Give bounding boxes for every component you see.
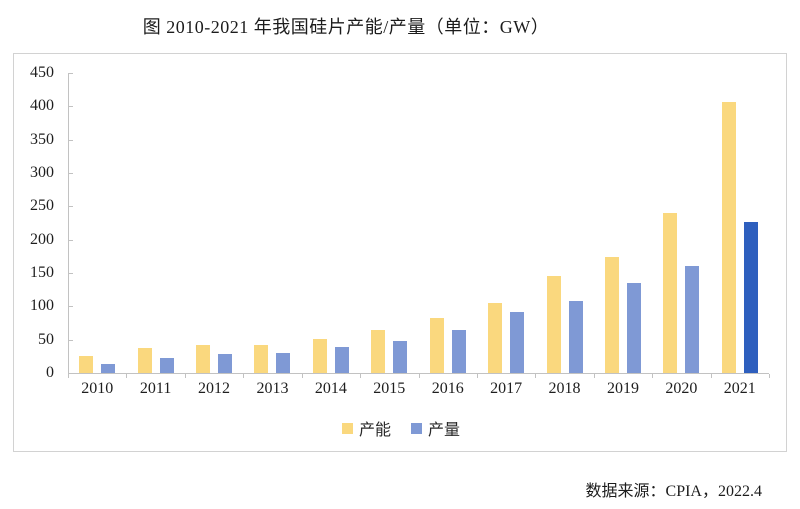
x-axis-tick-label: 2014 — [314, 380, 347, 397]
y-axis-tick-label: 300 — [30, 164, 54, 181]
bar-output-2015 — [393, 341, 408, 373]
bar-output-2012 — [218, 354, 233, 373]
y-axis-tick-label: 50 — [38, 330, 54, 348]
chart-frame: 0 50 100 150 200 250 300 350 400 450 2010 2011 2012 2… — [13, 53, 787, 452]
data-source-note: 数据来源：CPIA，2022.4 — [585, 483, 762, 500]
bar-output-2013 — [276, 353, 291, 373]
bar-capacity-2020 — [663, 213, 678, 373]
x-axis-tick-label: 2010 — [81, 380, 114, 397]
x-axis-tick — [710, 374, 712, 378]
x-axis-tick-label: 2021 — [723, 380, 756, 397]
x-axis-tick — [593, 374, 595, 378]
x-axis-tick-label: 2015 — [373, 380, 406, 397]
y-axis-tick — [68, 173, 73, 174]
bar-capacity-2011 — [137, 348, 152, 373]
bar-capacity-2017 — [488, 303, 503, 373]
y-axis-tick — [68, 206, 73, 208]
legend-label-output: 产量 — [428, 422, 461, 439]
bar-capacity-2018 — [546, 275, 561, 373]
bar-output-2014 — [334, 347, 349, 373]
x-axis-tick — [652, 374, 654, 378]
y-axis-tick-label: 400 — [30, 97, 54, 115]
legend: 产能 产量 — [14, 416, 788, 440]
x-axis-tick — [535, 374, 537, 378]
y-axis-tick — [68, 139, 73, 141]
bar-output-2016 — [451, 329, 466, 373]
legend-label-capacity: 产能 — [358, 422, 391, 439]
x-axis-tick — [126, 374, 128, 378]
bar-output-2010 — [101, 364, 116, 373]
y-axis-tick-label: 450 — [30, 64, 54, 81]
y-axis-tick — [68, 273, 73, 274]
y-axis-tick-label: 350 — [30, 130, 54, 148]
y-axis-tick — [68, 73, 73, 74]
y-axis-line — [68, 73, 69, 374]
x-axis-tick — [418, 374, 420, 378]
x-axis-tick — [301, 374, 303, 378]
bar-output-2019 — [626, 283, 641, 373]
bar-capacity-2013 — [254, 345, 269, 373]
bar-capacity-2014 — [312, 339, 327, 373]
legend-swatch-capacity — [341, 422, 353, 434]
y-axis-tick-label: 150 — [30, 264, 54, 281]
x-axis-tick-label: 2020 — [665, 380, 698, 397]
legend-item-output: 产量 — [411, 416, 460, 440]
bar-capacity-2016 — [429, 318, 444, 373]
x-axis-tick-label: 2013 — [256, 380, 289, 397]
y-axis-tick-label: 100 — [30, 297, 54, 315]
y-axis-tick-label: 0 — [46, 364, 54, 381]
bar-capacity-2019 — [604, 257, 619, 373]
x-axis-tick — [184, 374, 186, 378]
x-axis-tick-label: 2016 — [431, 380, 464, 397]
bar-output-2018 — [568, 301, 583, 373]
legend-item-capacity: 产能 — [341, 416, 391, 440]
bar-output-2017 — [510, 311, 525, 373]
x-axis-tick — [243, 374, 245, 378]
x-axis-tick — [769, 374, 770, 378]
x-axis-tick-label: 2019 — [606, 380, 639, 397]
x-axis-tick-label: 2012 — [198, 380, 231, 397]
x-axis-tick-label: 2011 — [139, 380, 172, 397]
y-axis-tick — [68, 373, 73, 374]
bar-capacity-2010 — [79, 356, 94, 373]
y-axis-tick — [68, 339, 73, 341]
chart-title: 图 2010-2021 年我国硅片产能/产量（单位：GW） — [142, 17, 550, 37]
bar-capacity-2015 — [371, 329, 386, 373]
x-axis-tick-label: 2017 — [490, 380, 523, 397]
y-axis-tick — [68, 239, 73, 241]
bar-output-2011 — [159, 358, 174, 373]
bar-capacity-2021 — [721, 101, 736, 373]
x-axis-tick — [68, 374, 69, 378]
y-axis-tick — [68, 106, 73, 108]
plot-area: 0 50 100 150 200 250 300 350 400 450 2010 2011 2012 2… — [14, 54, 786, 451]
x-axis-line — [68, 373, 769, 374]
y-axis-tick — [68, 306, 73, 308]
x-axis-tick — [360, 374, 362, 378]
y-axis-tick-label: 200 — [30, 230, 54, 248]
x-axis-tick — [476, 374, 478, 378]
x-axis-tick-label: 2018 — [548, 380, 581, 397]
legend-swatch-output — [411, 422, 422, 434]
bar-output-2020 — [685, 265, 700, 373]
bar-output-2021 — [743, 221, 758, 373]
bar-capacity-2012 — [196, 345, 211, 373]
y-axis-tick-label: 250 — [30, 197, 54, 215]
